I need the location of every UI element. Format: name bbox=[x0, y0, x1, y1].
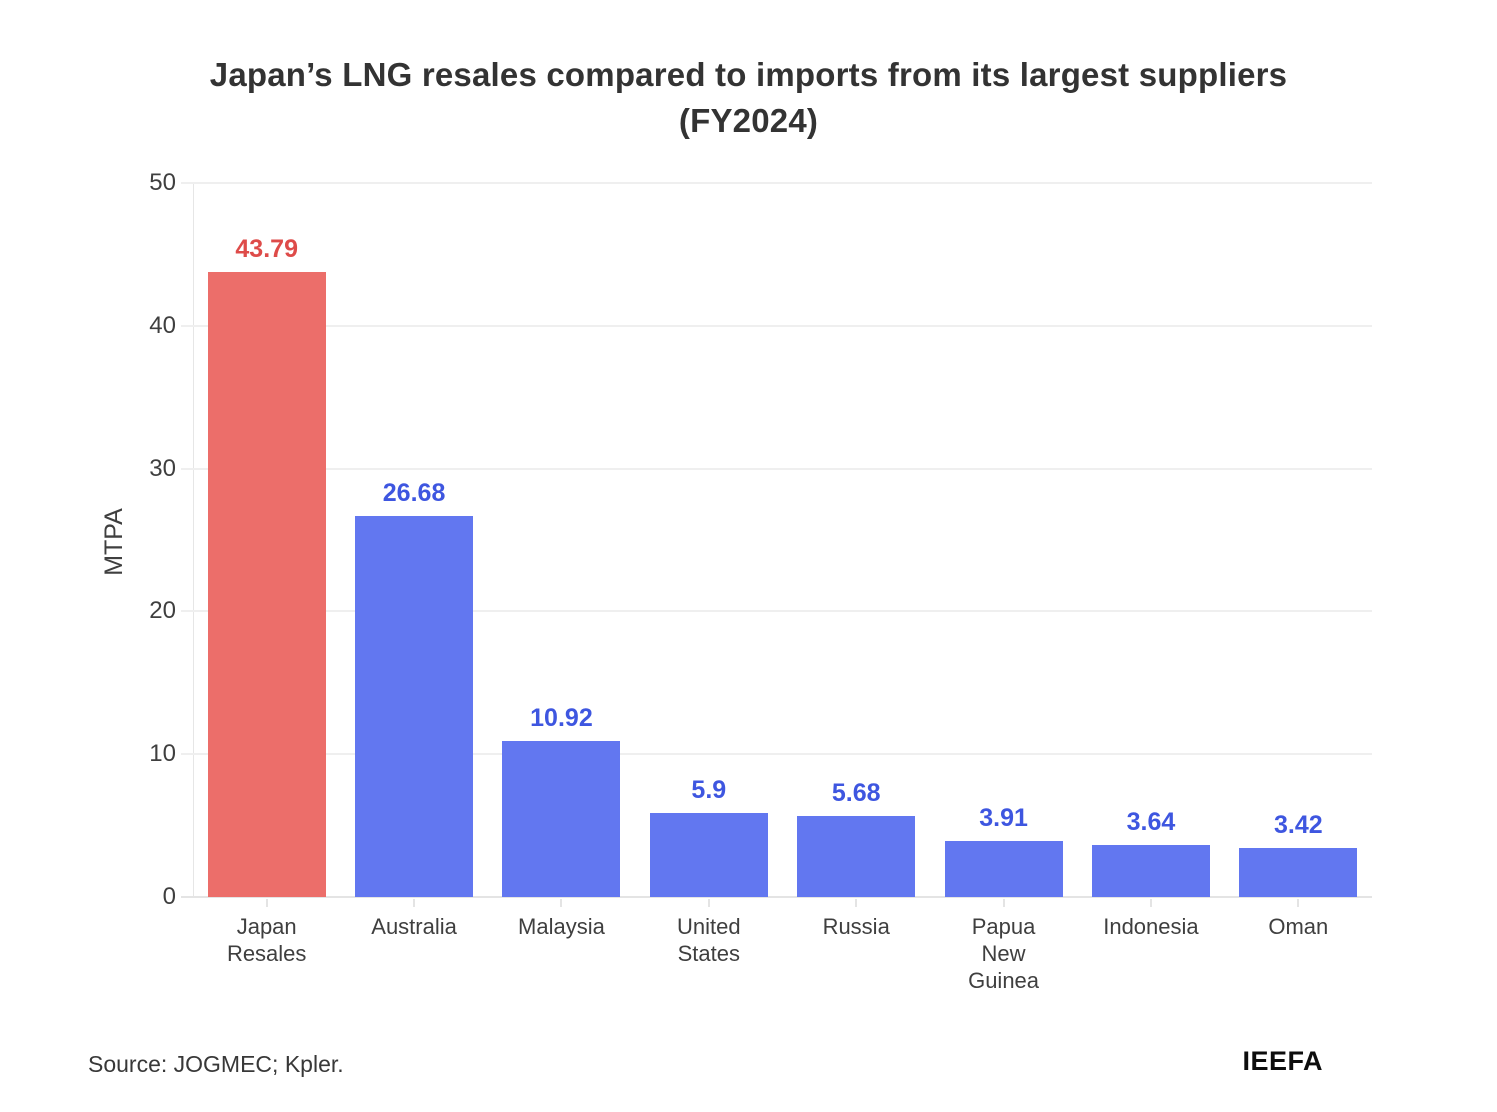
x-tick-label-line: Japan bbox=[236, 914, 297, 939]
y-tick-label: 50 bbox=[149, 169, 176, 196]
y-tick-label: 10 bbox=[149, 740, 176, 768]
bar-value-label: 43.79 bbox=[235, 234, 298, 263]
x-tick-label-line: States bbox=[677, 941, 740, 966]
plot-area: 43.79 26.68 10.92 5.9 5.68 3.91 3.64 3.42 bbox=[181, 182, 1372, 898]
bar bbox=[1091, 845, 1210, 897]
source-note: Source: JOGMEC; Kpler. bbox=[88, 1051, 344, 1077]
x-tick-mark bbox=[560, 899, 563, 907]
x-tick-label-line: Indonesia bbox=[1103, 914, 1199, 939]
x-tick-label: Papua New Guinea bbox=[920, 913, 1087, 994]
bar-value-label: 3.64 bbox=[1126, 808, 1176, 837]
x-tick-mark bbox=[1149, 899, 1152, 907]
x-tick-label-line: Resales bbox=[226, 941, 307, 966]
bar-value-label: 26.68 bbox=[382, 479, 446, 507]
bar bbox=[355, 516, 473, 897]
x-tick-label: Indonesia bbox=[1067, 913, 1234, 940]
x-tick-label-line: United bbox=[677, 914, 741, 939]
x-tick-mark bbox=[1002, 899, 1005, 907]
x-tick-mark bbox=[707, 899, 710, 907]
x-tick-label-line: New bbox=[981, 941, 1026, 966]
gridline bbox=[181, 467, 1372, 470]
y-tick-label: 20 bbox=[149, 597, 176, 625]
x-tick-label-line: Guinea bbox=[968, 968, 1040, 993]
x-tick-mark bbox=[855, 899, 858, 907]
x-tick-label: Australia bbox=[330, 913, 497, 940]
x-tick-label: Japan Resales bbox=[183, 913, 350, 967]
bar bbox=[502, 741, 621, 897]
gridline bbox=[181, 753, 1372, 756]
bar bbox=[797, 815, 916, 897]
gridline bbox=[181, 182, 1372, 184]
bar-value-label: 3.91 bbox=[979, 804, 1028, 833]
chart-title: Japan’s LNG resales compared to imports … bbox=[0, 52, 1497, 144]
chart-title-line2: (FY2024) bbox=[678, 102, 819, 139]
x-tick-label: United States bbox=[625, 913, 792, 967]
y-tick-label: 0 bbox=[162, 883, 176, 910]
x-tick-label-line: Malaysia bbox=[518, 914, 605, 939]
y-tick-label: 40 bbox=[149, 311, 176, 339]
y-tick-label: 30 bbox=[149, 454, 176, 482]
bar-value-label: 5.9 bbox=[691, 775, 727, 804]
x-tick-mark bbox=[265, 899, 268, 907]
x-tick-label-line: Australia bbox=[371, 914, 457, 939]
x-tick-mark bbox=[1297, 899, 1300, 907]
bar bbox=[207, 271, 326, 897]
x-tick-mark bbox=[413, 899, 416, 907]
bar-value-label: 3.42 bbox=[1273, 811, 1323, 840]
x-tick-label-line: Papua bbox=[971, 914, 1036, 939]
gridline bbox=[181, 324, 1372, 327]
x-tick-label: Oman bbox=[1215, 913, 1382, 940]
bar-value-label: 5.68 bbox=[831, 778, 881, 807]
bar bbox=[1239, 848, 1358, 897]
bar-value-label: 10.92 bbox=[530, 704, 593, 733]
chart-title-line1: Japan’s LNG resales compared to imports … bbox=[209, 56, 1288, 93]
x-tick-label-line: Oman bbox=[1268, 914, 1329, 939]
bar bbox=[649, 812, 768, 897]
x-tick-label-line: Russia bbox=[822, 914, 890, 939]
bar bbox=[944, 841, 1063, 897]
x-tick-label: Malaysia bbox=[478, 913, 645, 940]
x-axis-line bbox=[181, 896, 1372, 898]
x-axis: Japan Resales Australia Malaysia United State… bbox=[193, 897, 1372, 1027]
gridline bbox=[181, 610, 1372, 613]
x-tick-label: Russia bbox=[773, 913, 940, 940]
y-axis-line bbox=[193, 183, 194, 897]
ieefa-logo: IEEFA bbox=[1242, 1046, 1323, 1076]
